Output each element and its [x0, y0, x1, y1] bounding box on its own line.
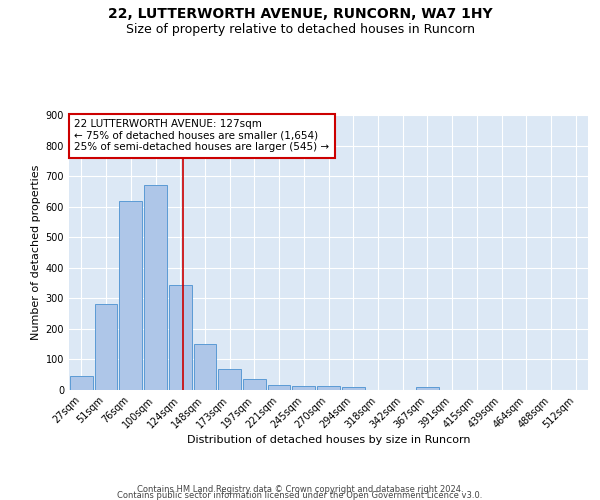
- Bar: [342, 387, 365, 390]
- X-axis label: Distribution of detached houses by size in Runcorn: Distribution of detached houses by size …: [187, 436, 470, 446]
- Text: Contains HM Land Registry data © Crown copyright and database right 2024.: Contains HM Land Registry data © Crown c…: [137, 484, 463, 494]
- Text: 22 LUTTERWORTH AVENUE: 127sqm
← 75% of detached houses are smaller (1,654)
25% o: 22 LUTTERWORTH AVENUE: 127sqm ← 75% of d…: [74, 119, 329, 152]
- Text: Size of property relative to detached houses in Runcorn: Size of property relative to detached ho…: [125, 22, 475, 36]
- Bar: [243, 380, 266, 390]
- Bar: [144, 186, 167, 390]
- Y-axis label: Number of detached properties: Number of detached properties: [31, 165, 41, 340]
- Bar: [317, 386, 340, 390]
- Bar: [169, 284, 191, 390]
- Bar: [119, 200, 142, 390]
- Text: Contains public sector information licensed under the Open Government Licence v3: Contains public sector information licen…: [118, 490, 482, 500]
- Bar: [416, 387, 439, 390]
- Bar: [95, 304, 118, 390]
- Bar: [70, 376, 93, 390]
- Bar: [268, 386, 290, 390]
- Bar: [218, 369, 241, 390]
- Text: 22, LUTTERWORTH AVENUE, RUNCORN, WA7 1HY: 22, LUTTERWORTH AVENUE, RUNCORN, WA7 1HY: [107, 8, 493, 22]
- Bar: [292, 386, 315, 390]
- Bar: [194, 344, 216, 390]
